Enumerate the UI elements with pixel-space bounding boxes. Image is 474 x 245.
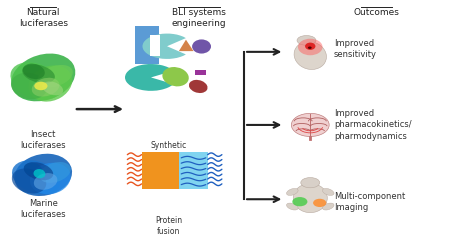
Bar [150, 35, 160, 56]
Ellipse shape [11, 73, 47, 99]
Bar [179, 152, 208, 189]
Wedge shape [143, 34, 186, 59]
Ellipse shape [313, 199, 326, 207]
Ellipse shape [286, 188, 298, 196]
Ellipse shape [11, 54, 75, 101]
Text: Synthetic
substrates &
luciferase
co-evolution: Synthetic substrates & luciferase co-evo… [144, 141, 193, 183]
Ellipse shape [286, 203, 298, 210]
Ellipse shape [34, 173, 57, 190]
Text: Marine
luciferases: Marine luciferases [20, 199, 66, 219]
Ellipse shape [12, 160, 60, 194]
Text: Improved
sensitivity: Improved sensitivity [334, 39, 377, 60]
Ellipse shape [23, 63, 45, 79]
Text: Outcomes: Outcomes [354, 8, 400, 17]
Ellipse shape [12, 168, 46, 194]
Ellipse shape [298, 39, 322, 55]
Ellipse shape [39, 162, 71, 183]
Ellipse shape [293, 184, 327, 213]
Polygon shape [179, 40, 193, 51]
Ellipse shape [322, 188, 334, 196]
Wedge shape [125, 64, 173, 91]
Ellipse shape [322, 203, 334, 210]
Ellipse shape [297, 36, 316, 45]
Text: Multi-component
Imaging: Multi-component Imaging [334, 192, 405, 212]
Ellipse shape [301, 178, 319, 188]
Ellipse shape [37, 65, 73, 87]
Ellipse shape [32, 78, 59, 97]
Ellipse shape [292, 113, 329, 136]
Ellipse shape [192, 39, 211, 54]
Ellipse shape [308, 47, 312, 49]
Ellipse shape [292, 197, 308, 206]
Text: Natural
luciferases: Natural luciferases [19, 8, 68, 28]
Ellipse shape [42, 81, 63, 95]
Ellipse shape [163, 67, 189, 86]
Ellipse shape [24, 163, 42, 176]
Bar [142, 152, 179, 189]
Ellipse shape [294, 42, 327, 70]
Bar [136, 26, 159, 64]
Ellipse shape [14, 154, 72, 196]
Bar [195, 70, 206, 75]
Ellipse shape [10, 62, 62, 100]
Ellipse shape [30, 163, 71, 194]
Ellipse shape [24, 162, 53, 180]
Text: BLI systems
engineering: BLI systems engineering [172, 8, 227, 28]
Ellipse shape [22, 64, 55, 83]
Text: Improved
pharmacokinetics/
pharmodynamics: Improved pharmacokinetics/ pharmodynamic… [334, 109, 411, 141]
Text: Insect
luciferases: Insect luciferases [20, 130, 66, 150]
Ellipse shape [34, 169, 46, 178]
Ellipse shape [34, 82, 47, 90]
Text: Protein
fusion: Protein fusion [155, 216, 182, 236]
Ellipse shape [28, 65, 72, 102]
Ellipse shape [189, 80, 208, 93]
Ellipse shape [305, 43, 316, 50]
